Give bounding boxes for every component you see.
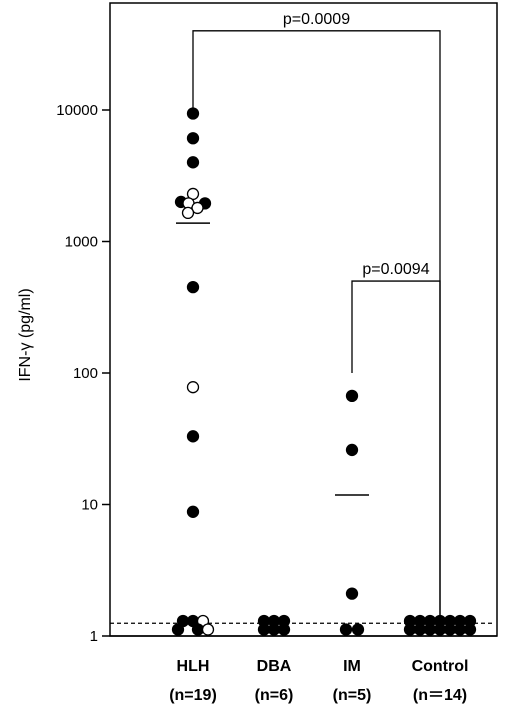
y-tick-label: 1000 — [65, 234, 98, 251]
data-points — [171, 107, 477, 636]
bracket-line — [351, 280, 441, 634]
category-labels: HLH (n=19) DBA (n=6) IM (n=5) Control (n＝14) — [169, 658, 468, 704]
plot-frame — [109, 2, 498, 637]
filled-data-point — [186, 505, 200, 518]
filled-data-point — [277, 623, 291, 636]
category-label: HLH — [177, 658, 210, 675]
filled-data-point — [186, 156, 200, 169]
y-tick-label: 100 — [73, 365, 98, 382]
open-data-point — [191, 201, 204, 215]
y-tick-label: 10 — [81, 497, 98, 514]
significance-bracket: p=0.0094 — [351, 261, 441, 634]
significance-brackets: p=0.0009 p=0.0094 — [192, 11, 441, 634]
y-tick-label: 10000 — [56, 102, 98, 119]
open-data-point — [181, 206, 195, 220]
filled-data-point — [351, 623, 365, 636]
y-axis-title: IFN-γ (pg/ml) — [17, 288, 34, 381]
open-data-point — [201, 623, 215, 636]
filled-data-point — [345, 587, 359, 600]
category-n-label: (n=5) — [333, 687, 372, 704]
median-lines — [176, 222, 369, 496]
filled-data-point — [171, 623, 185, 636]
open-data-point — [186, 381, 200, 394]
y-tick-label: 1 — [90, 628, 98, 645]
filled-data-point — [186, 430, 200, 443]
category-n-label: (n=6) — [255, 687, 294, 704]
category-label: DBA — [257, 658, 292, 675]
y-axis-ticks: 1 10 100 1000 10000 — [56, 102, 110, 645]
bracket-line — [192, 30, 441, 634]
filled-data-point — [345, 389, 359, 403]
p-value-label: p=0.0009 — [283, 11, 350, 28]
plot-border — [109, 2, 498, 637]
filled-data-point — [186, 280, 200, 294]
filled-data-point — [186, 132, 200, 145]
category-n-label: (n＝14) — [413, 687, 467, 704]
category-n-label: (n=19) — [169, 687, 217, 704]
filled-data-point — [345, 443, 359, 457]
filled-data-point — [339, 623, 353, 636]
p-value-label: p=0.0094 — [362, 261, 429, 278]
filled-data-point — [463, 623, 477, 636]
significance-bracket: p=0.0009 — [192, 11, 441, 634]
category-label: Control — [412, 658, 469, 675]
filled-data-point — [186, 107, 200, 120]
category-label: IM — [343, 658, 361, 675]
